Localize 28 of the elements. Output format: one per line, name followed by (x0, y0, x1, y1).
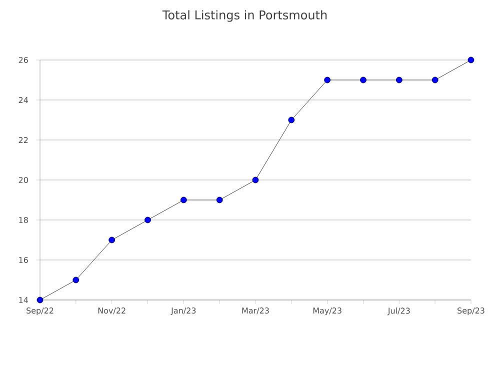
point (36, 296, 44, 304)
x-tick-label: Sep/22 (26, 308, 54, 316)
point (144, 216, 151, 224)
point (180, 196, 187, 204)
x-tick-label: Jul/23 (387, 308, 410, 316)
point (108, 236, 116, 244)
point (468, 56, 474, 64)
y-tick-label: 20 (18, 176, 28, 184)
point (72, 276, 80, 284)
x-tick-label: Mar/23 (242, 308, 269, 314)
point (396, 76, 402, 84)
y-tick-label: 14 (19, 297, 28, 303)
x-tick-label: May/23 (313, 308, 342, 316)
x-tick-label: Jan/23 (170, 308, 196, 316)
y-tick-label: 18 (19, 216, 28, 224)
point (432, 76, 438, 84)
point (252, 176, 259, 184)
point (288, 116, 295, 124)
point (216, 196, 223, 204)
chart-title: Total Listings in Portsmouth (162, 10, 327, 22)
y-tick-label: 16 (19, 256, 28, 264)
point (360, 76, 366, 84)
y-tick-label: 26 (18, 56, 28, 64)
x-tick-label: Nov/22 (98, 308, 126, 314)
y-tick-label: 22 (18, 137, 28, 143)
point (324, 76, 331, 84)
x-tick-label: Sep/23 (458, 308, 484, 316)
y-tick-label: 24 (18, 97, 28, 103)
